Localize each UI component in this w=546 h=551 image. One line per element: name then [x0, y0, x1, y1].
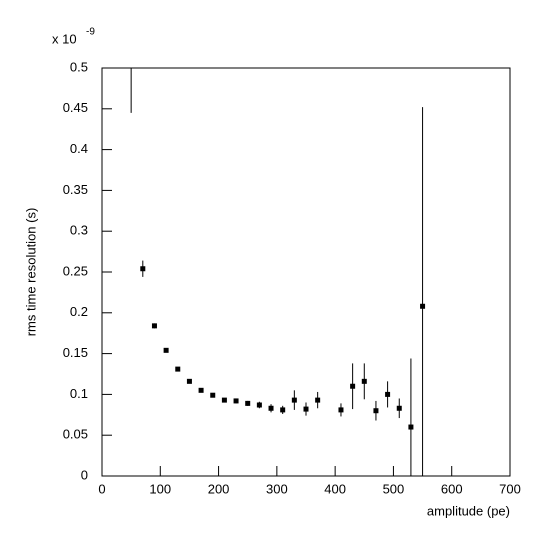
y-tick-label: 0.1: [70, 386, 88, 401]
x-tick-label: 100: [149, 481, 171, 496]
point: [420, 303, 426, 309]
y-tick-label: 0.2: [70, 304, 88, 319]
point: [291, 397, 297, 403]
x-tick-label: 500: [383, 481, 405, 496]
point: [350, 383, 356, 389]
x-tick-label: 400: [324, 481, 346, 496]
y-tick-label: 0.5: [70, 59, 88, 74]
x-axis-label: amplitude (pe): [427, 503, 510, 518]
y-tick-label: 0.4: [70, 141, 88, 156]
y-tick-label: 0: [81, 467, 88, 482]
point: [338, 407, 344, 413]
x-tick-label: 300: [266, 481, 288, 496]
point: [221, 397, 227, 403]
point: [385, 391, 391, 397]
point: [396, 405, 402, 411]
x-tick-label: 600: [441, 481, 463, 496]
point: [140, 266, 146, 272]
data-points: [130, 68, 426, 476]
point: [361, 378, 367, 384]
y-tick-label: 0.25: [63, 263, 88, 278]
x-tick-label: 0: [98, 481, 105, 496]
point: [280, 407, 286, 413]
point: [315, 397, 321, 403]
exponent: -9: [86, 27, 95, 38]
y-tick-label: 0.45: [63, 100, 88, 115]
y-axis-label: rms time resolution (s): [23, 208, 38, 337]
point: [151, 323, 157, 329]
point: [245, 400, 251, 406]
y-tick-label: 0.05: [63, 427, 88, 442]
point: [233, 398, 239, 404]
x-tick-label: 700: [499, 481, 521, 496]
point: [268, 405, 274, 411]
y-tick-label: 0.15: [63, 345, 88, 360]
exponent-label: x 10: [52, 31, 77, 46]
point: [256, 402, 262, 408]
point: [373, 408, 379, 414]
y-tick-label: 0.3: [70, 223, 88, 238]
point: [198, 387, 204, 393]
point: [175, 366, 181, 372]
point: [186, 378, 192, 384]
y-tick-label: 0.35: [63, 182, 88, 197]
point: [303, 406, 309, 412]
x-tick-label: 200: [208, 481, 230, 496]
point: [163, 347, 169, 353]
point: [210, 392, 216, 398]
point: [408, 424, 414, 430]
